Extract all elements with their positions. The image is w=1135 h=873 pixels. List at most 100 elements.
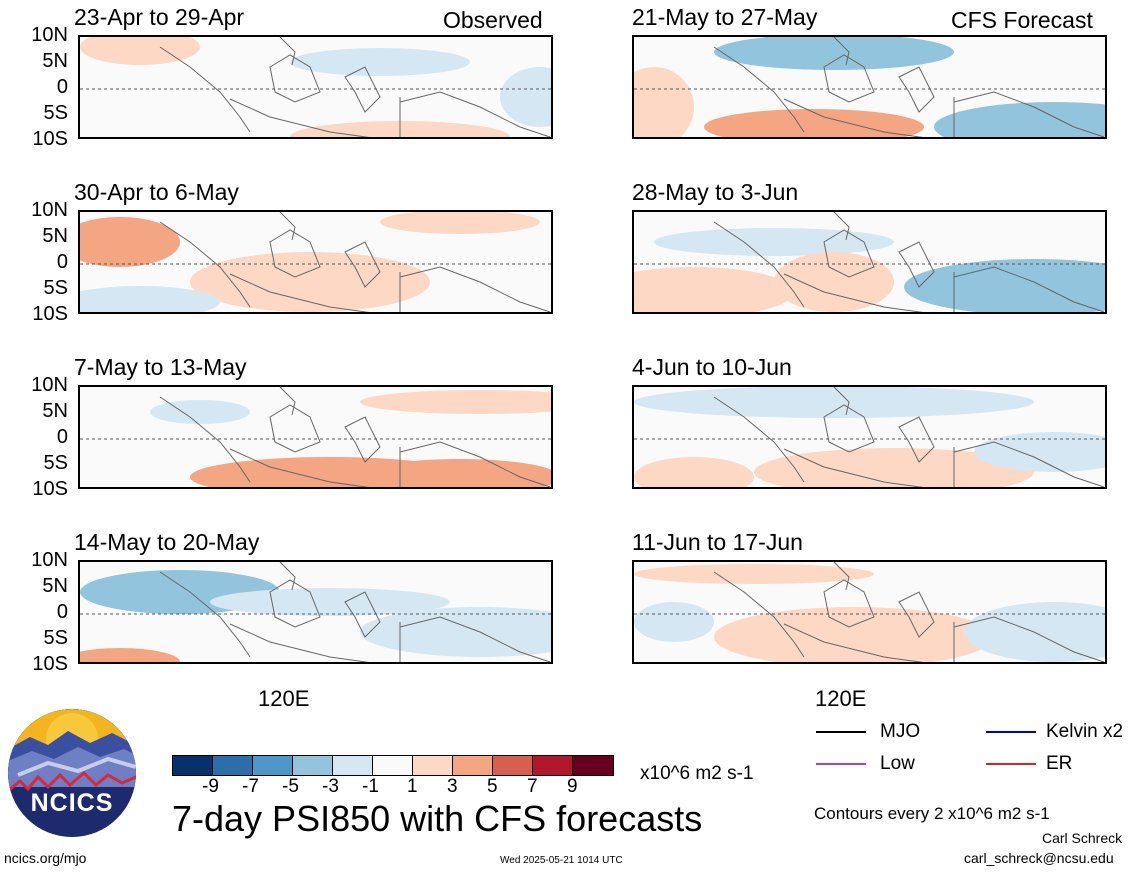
lat-label: 0 [56,251,68,273]
coastline [713,571,805,658]
website-link[interactable]: ncics.org/mjo [4,850,87,866]
anomaly-shading [190,252,430,312]
anomaly-shading [360,607,551,657]
panel-title: 4-Jun to 10-Jun [632,354,792,380]
coastline [833,37,850,66]
coastline [833,212,850,241]
anomaly-shading [380,212,540,234]
coastline [783,98,924,137]
colorbar-tick: -7 [242,776,259,797]
ncics-logo: NCICS [8,709,136,837]
colorbar-tick: 1 [407,776,418,797]
map-field [634,37,1105,137]
lat-label: 5N [42,50,68,72]
map-field [80,562,551,662]
colorbar-swatch [253,756,293,775]
legend-low: Low [880,753,915,774]
map-panel-4 [78,560,553,664]
colorbar-swatch [333,756,373,775]
anomaly-shading [704,109,924,137]
colorbar-swatch [213,756,253,775]
coastline [823,54,875,103]
colorbar-swatch [533,756,573,775]
map-panel-6 [632,210,1107,314]
colorbar-tick: -5 [282,776,299,797]
map-field [634,212,1105,312]
lat-label: 5N [42,225,68,247]
anomaly-shading [634,602,714,642]
coastline [269,229,321,278]
anomaly-shading [360,390,551,414]
coastline [344,416,381,463]
coastline [898,241,935,288]
anomaly-shading [80,217,180,267]
coastline [279,562,296,591]
anomaly-shading [80,37,200,65]
coastline [898,591,935,638]
coastline [279,37,296,66]
panel-title: 7-May to 13-May [74,354,247,380]
lat-label: 5N [42,400,68,422]
main-title: 7-day PSI850 with CFS forecasts [172,798,703,839]
coastline [833,387,850,416]
colorbar-swatch [493,756,533,775]
anomaly-shading [360,459,551,487]
lat-label: 10S [32,303,68,325]
coastline [713,46,805,133]
lat-label: 10N [31,549,68,571]
coastline [953,266,1105,312]
coastline [399,441,551,487]
coastline [783,273,924,312]
anomaly-shading [290,48,470,76]
logo-text: NCICS [30,789,114,817]
anomaly-shading [974,432,1105,472]
map-field [80,37,551,137]
coastline [783,448,924,487]
coastline [159,571,251,658]
lat-label: 5S [43,277,68,299]
legend-kelvin: Kelvin x2 [1046,721,1124,742]
lat-label: 10N [31,199,68,221]
map-field [634,562,1105,662]
coastline [159,221,251,308]
lat-label: 0 [56,601,68,623]
panel-title: 28-May to 3-Jun [632,179,799,205]
coastline [344,241,381,288]
anomaly-shading [904,259,1105,312]
coastline [399,616,551,662]
panel-title: 14-May to 20-May [74,529,260,555]
colorbar-tick: 5 [487,776,498,797]
map-panel-5 [632,35,1107,139]
coastline [713,396,805,483]
coastline [898,416,935,463]
anomaly-shading [634,267,794,312]
lat-label: 5S [43,627,68,649]
anomaly-shading [150,400,250,424]
map-panel-8 [632,560,1107,664]
coastline [269,54,321,103]
coastline [229,98,370,137]
cfs-forecast-label: CFS Forecast [951,7,1093,33]
coastline [269,579,321,628]
anomaly-shading [934,102,1105,137]
lon-label: 120E [258,686,310,711]
panel-title: 21-May to 27-May [632,4,818,30]
lat-label: 10N [31,24,68,46]
coastline [279,387,296,416]
lon-label: 120E [815,686,867,711]
coastline [953,616,1105,662]
er-legend-line [986,763,1036,765]
anomaly-shading [754,448,1034,487]
lat-label: 10S [32,653,68,675]
legend-er: ER [1046,753,1073,774]
anomaly-shading [80,286,220,312]
map-panel-1 [78,35,553,139]
map-panel-7 [632,385,1107,489]
lat-label: 10S [32,478,68,500]
coastline [713,221,805,308]
author-email[interactable]: carl_schreck@ncsu.edu [964,850,1114,866]
coastline [159,396,251,483]
anomaly-shading [714,607,994,662]
anomaly-shading [654,228,894,256]
colorbar-swatch [453,756,493,775]
